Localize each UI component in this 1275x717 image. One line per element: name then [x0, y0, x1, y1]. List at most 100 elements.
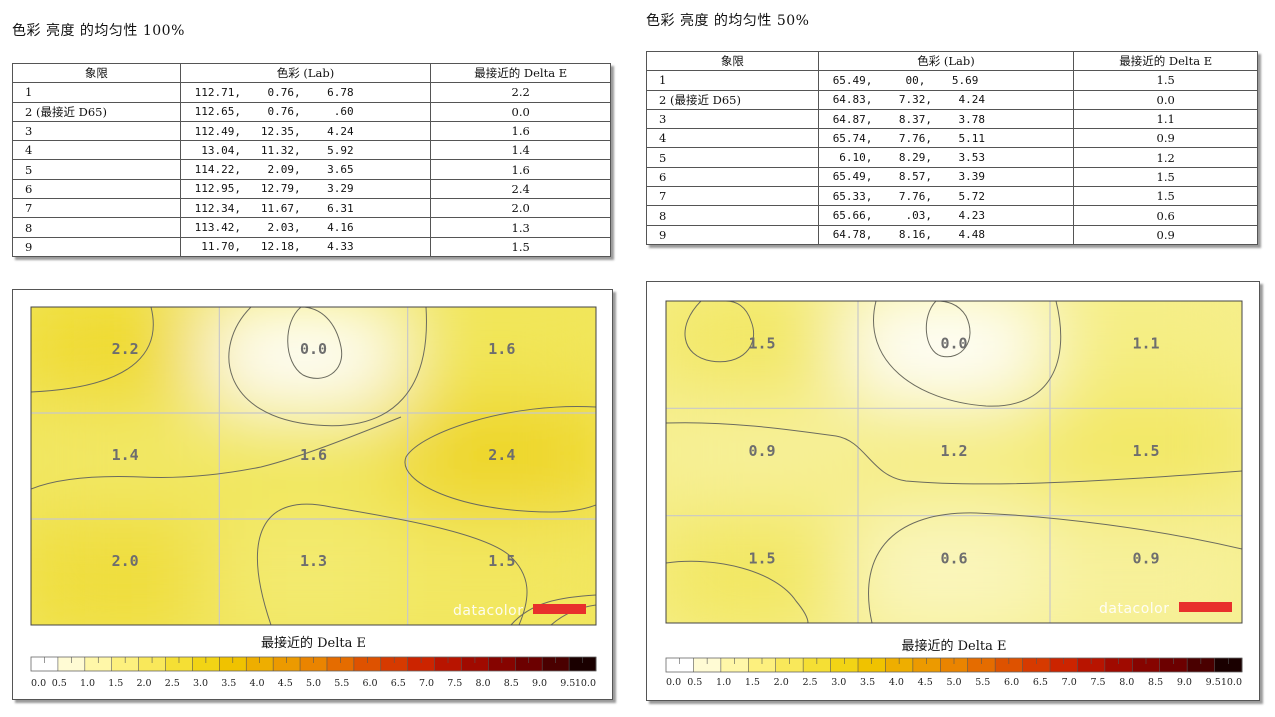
- header-quadrant: 象限: [646, 50, 819, 72]
- heatmap-cell-fill: [666, 505, 868, 623]
- scale-swatch: [407, 657, 436, 671]
- table-row: 8 113.42, 2.03, 4.16 1.3: [12, 217, 611, 238]
- heatmap-cell-fill: [666, 398, 868, 526]
- delta-e-cell: 1.5: [1073, 166, 1258, 188]
- scale-swatch: [720, 658, 749, 672]
- heatmap-cell-fill: [209, 509, 418, 625]
- scale-swatch: [57, 657, 86, 671]
- table-row: 7 65.33, 7.76, 5.72 1.5: [646, 186, 1258, 207]
- scale-tick-label: 8.5: [504, 678, 519, 689]
- table-row: 2 (最接近 D65) 64.83, 7.32, 4.24 0.0: [646, 89, 1258, 110]
- delta-e-cell: 0.6: [1073, 205, 1258, 226]
- lab-cell: 65.49, 8.57, 3.39: [817, 166, 1075, 188]
- cell-value-label: 1.4: [112, 446, 139, 464]
- scale-tick-label: 6.0: [362, 678, 377, 689]
- map-border: [30, 306, 597, 626]
- scale-tick-label: 9.5: [560, 678, 575, 689]
- scale-swatch: [488, 657, 516, 671]
- quadrant-cell: 6: [12, 178, 181, 200]
- legend-title: 最接近的 Delta E: [261, 635, 366, 651]
- scale-tick-label: 4.5: [918, 677, 933, 688]
- delta-e-cell: 2.0: [430, 198, 611, 219]
- table-row: 3 64.87, 8.37, 3.78 1.1: [646, 108, 1258, 130]
- delta-e-cell: 1.5: [1073, 186, 1258, 207]
- cell-value-label: 1.5: [748, 549, 775, 567]
- scale-swatch: [885, 658, 914, 672]
- scale-swatch: [461, 657, 489, 671]
- heatmap-cell-fill: [848, 505, 1060, 623]
- scale-swatch: [515, 657, 543, 671]
- scale-tick-label: 9.0: [1177, 677, 1192, 688]
- scale-tick-label: 0.5: [52, 678, 67, 689]
- scale-tick-label: 1.5: [108, 678, 123, 689]
- table-row: 3 112.49, 12.35, 4.24 1.6: [12, 120, 611, 142]
- scale-tick-label: 1.0: [80, 678, 95, 689]
- contour-line: [287, 307, 343, 379]
- scale-swatch: [775, 658, 804, 672]
- cell-value-label: 1.2: [940, 442, 967, 460]
- delta-e-cell: 1.5: [430, 236, 611, 257]
- scale-tick-label: 6.5: [1033, 677, 1048, 688]
- contour-line: [868, 512, 1242, 623]
- panel-2-title: 色彩 亮度 的均匀性 50%: [646, 13, 810, 29]
- table-row: 5 6.10, 8.29, 3.53 1.2: [646, 147, 1258, 168]
- scale-tick-label: 0.5: [687, 677, 702, 688]
- scale-tick-label: 1.0: [716, 677, 731, 688]
- table-row: 9 11.70, 12.18, 4.33 1.5: [12, 236, 611, 257]
- quadrant-cell: 5: [646, 147, 819, 168]
- contour-line: [925, 301, 971, 358]
- scale-tick-label: 9.5: [1206, 677, 1221, 688]
- delta-e-cell: 1.6: [430, 120, 611, 142]
- scale-swatch: [111, 657, 140, 671]
- cell-value-label: 1.5: [1132, 442, 1159, 460]
- brand-logo-bar: [1179, 602, 1232, 612]
- contour-line: [873, 301, 1062, 407]
- scale-tick-label: 9.0: [532, 678, 547, 689]
- scale-tick-label: 0.0: [31, 678, 46, 689]
- quadrant-cell: 9: [12, 236, 181, 257]
- heatmap-svg: 1.5 0.0 1.1 0.9 1.2 1.5 1.5 0.6 0.9 datacolor 最接近的…: [665, 300, 1243, 688]
- cell-value-label: 1.5: [488, 552, 515, 570]
- lab-cell: 114.22, 2.09, 3.65: [179, 159, 432, 180]
- panel-1-heatmap: 2.2 0.0 1.6 1.4 1.6 2.4 2.0 1.3 1.5 datacolor 最接近的…: [12, 289, 613, 700]
- lab-cell: 65.74, 7.76, 5.11: [817, 128, 1075, 149]
- scale-swatch: [434, 657, 462, 671]
- cell-value-label: 1.5: [748, 335, 775, 353]
- quadrant-cell: 9: [646, 224, 819, 245]
- scale-tick-label: 4.0: [889, 677, 904, 688]
- table-row: 4 65.74, 7.76, 5.11 0.9: [646, 128, 1258, 149]
- delta-e-cell: 1.4: [430, 140, 611, 161]
- scale-swatch: [380, 657, 409, 671]
- heatmap-cell-fill: [31, 509, 230, 625]
- scale-tick-label: 7.5: [1090, 677, 1105, 688]
- scale-tick-label: 3.5: [860, 677, 875, 688]
- delta-e-cell: 1.3: [430, 217, 611, 238]
- table-row: 1 65.49, 00, 5.69 1.5: [646, 70, 1258, 91]
- scale-tick-label: 8.5: [1148, 677, 1163, 688]
- scale-tick-label: 1.5: [745, 677, 760, 688]
- heatmap-svg: 2.2 0.0 1.6 1.4 1.6 2.4 2.0 1.3 1.5 datacolor 最接近的…: [30, 306, 597, 689]
- scale-tick-label: 4.0: [249, 678, 264, 689]
- scale-tick-label: 6.5: [391, 678, 406, 689]
- lab-cell: 112.71, 0.76, 6.78: [179, 82, 432, 103]
- scale-tick-label: 2.5: [165, 678, 180, 689]
- contour-line: [228, 307, 427, 427]
- panel-1-table: 象限 色彩 (Lab) 最接近的 Delta E 1 112.71, 0.76, …: [12, 62, 611, 257]
- scale-swatch: [569, 657, 597, 671]
- delta-e-cell: 1.6: [430, 159, 611, 180]
- scale-swatch: [995, 658, 1024, 672]
- scale-swatch: [666, 658, 694, 672]
- table-row: 6 65.49, 8.57, 3.39 1.5: [646, 166, 1258, 188]
- cell-value-label: 0.0: [940, 335, 967, 353]
- cell-value-label: 0.6: [940, 549, 967, 567]
- cell-value-label: 2.4: [488, 446, 515, 464]
- panel-1-title: 色彩 亮度 的均匀性 100%: [12, 23, 185, 39]
- panel-2-table: 象限 色彩 (Lab) 最接近的 Delta E 1 65.49, 00, 5.6…: [646, 50, 1258, 245]
- delta-e-cell: 2.4: [430, 178, 611, 200]
- delta-e-cell: 0.0: [1073, 89, 1258, 110]
- scale-swatch: [138, 657, 167, 671]
- scale-tick-label: 6.0: [1004, 677, 1019, 688]
- quadrant-cell: 2 (最接近 D65): [12, 101, 181, 122]
- quadrant-cell: 6: [646, 166, 819, 188]
- heatmap-field: [31, 307, 596, 625]
